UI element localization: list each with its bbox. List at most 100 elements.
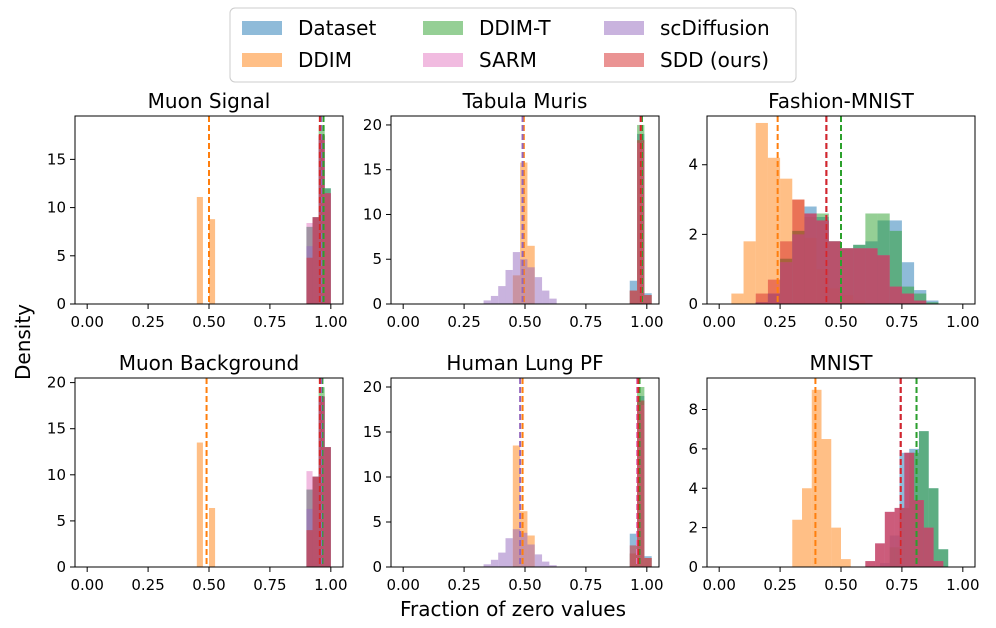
fashion-mnist-xtick-label-4: 1.00 [946,313,979,331]
panel-fashion-mnist: 0.00 0.25 0.50 0.75 1.00 0 2 4 Fashion-MNIST [688,89,979,331]
human-lung-pf-title: Human Lung PF [446,351,603,375]
fashion-mnist-xtick-label-3: 0.75 [885,313,918,331]
mnist-ddim-bar-2 [811,389,822,567]
muon-signal-ddim-bar-1 [209,219,216,304]
muon-signal-ytick-label-0: 0 [56,295,66,313]
muon-signal-xtick-label-1: 0.25 [131,313,164,331]
human-lung-pf-scdiffusion-bar-5 [520,532,528,567]
fashion-mnist-sdd-ours-bar-12 [901,293,915,304]
muon-background-title: Muon Background [119,351,300,375]
tabula-muris-xtick-label-4: 1.00 [630,313,663,331]
muon-signal-series-sdd-ours [306,135,331,304]
human-lung-pf-scdiffusion-bar-3 [505,538,513,567]
human-lung-pf-xtick-label-4: 1.00 [630,576,663,594]
tabula-muris-scdiffusion-bar-8 [542,290,550,304]
tabula-muris-scdiffusion-bar-1 [490,295,499,304]
mnist-ddim-t-bar-3 [918,431,929,567]
y-axis-label: Density [11,304,35,380]
human-lung-pf-scdiffusion-bar-1 [490,559,499,567]
tabula-muris-ytick-label-2: 10 [363,205,382,223]
muon-signal-ytick-label-3: 15 [47,150,66,168]
tabula-muris-scdiffusion-bar-0 [483,300,491,304]
legend-scdiffusion-swatch [604,21,644,35]
human-lung-pf-xtick-label-2: 0.50 [508,576,541,594]
legend-ddim-swatch [242,53,282,67]
fashion-mnist-sdd-ours-bar-10 [877,255,890,304]
mnist-ytick-label-2: 4 [688,479,698,497]
legend-frame [229,7,797,83]
panel-human-lung-pf: 0.00 0.25 0.50 0.75 1.00 0 5 10 15 20 Human Lung P… [363,351,664,594]
fashion-mnist-sdd-ours-bar-2 [780,241,793,304]
mnist-xtick-label-0: 0.00 [702,576,735,594]
tabula-muris-scdiffusion-bar-9 [549,298,557,304]
muon-background-xtick-label-1: 0.25 [131,576,164,594]
muon-background-ytick-label-0: 0 [56,558,66,576]
legend-scdiffusion-label: scDiffusion [660,16,770,40]
fashion-mnist-sdd-ours-bar-9 [865,248,878,304]
tabula-muris-sdd-ours-bar-1 [637,140,645,304]
mnist-sdd-ours-bar-1 [875,543,885,567]
human-lung-pf-ytick-label-0: 0 [372,558,382,576]
tabula-muris-xtick-label-2: 0.50 [508,313,541,331]
tabula-muris-xtick-label-1: 0.25 [447,313,480,331]
muon-background-series-ddim [196,442,216,567]
mnist-ytick-label-4: 8 [688,401,698,419]
tabula-muris-scdiffusion-bar-4 [512,252,521,304]
x-axis-label: Fraction of zero values [400,597,626,621]
muon-signal-title: Muon Signal [148,89,271,113]
mnist-sdd-ours-bar-7 [933,561,944,567]
mnist-ddim-bar-1 [802,488,812,567]
mnist-xtick-label-3: 0.75 [885,576,918,594]
fashion-mnist-ddim-bar-0 [731,293,744,304]
mnist-sdd-ours-bar-6 [923,527,934,567]
panel-muon-signal: 0.00 0.25 0.50 0.75 1.00 0 5 10 15 Muon Signal [47,89,348,331]
human-lung-pf-xtick-label-1: 0.25 [447,576,480,594]
legend-sdd-ours-label: SDD (ours) [660,48,769,72]
tabula-muris-ytick-label-4: 20 [363,116,382,134]
mnist-ddim-t-bar-5 [938,549,949,567]
muon-signal-series-ddim [196,196,216,304]
fashion-mnist-ytick-label-2: 4 [688,156,698,174]
tabula-muris-series-scdiffusion [483,252,557,304]
mnist-sdd-ours-bar-4 [904,452,915,567]
muon-signal-sdd-ours-bar-0 [306,257,313,304]
muon-signal-xtick-label-2: 0.50 [192,313,225,331]
legend-sarm-label: SARM [479,48,537,72]
tabula-muris-scdiffusion-bar-2 [498,286,506,304]
mnist-ytick-label-1: 2 [688,519,698,537]
tabula-muris-sdd-ours-bar-2 [644,295,652,304]
fashion-mnist-sdd-ours-bar-11 [889,286,902,304]
muon-signal-xtick-label-4: 1.00 [314,313,347,331]
legend-dataset-label: Dataset [298,16,376,40]
panel-muon-background: 0.00 0.25 0.50 0.75 1.00 0 5 10 15 20 Muon Backgro… [47,351,348,594]
fashion-mnist-sdd-ours-bar-7 [841,248,854,304]
muon-background-ddim-bar-1 [209,507,216,567]
human-lung-pf-ytick-label-2: 10 [363,468,382,486]
fashion-mnist-ytick-label-1: 2 [688,225,698,243]
human-lung-pf-ytick-label-4: 20 [363,378,382,396]
muon-background-xtick-label-3: 0.75 [253,576,286,594]
human-lung-pf-series-sdd-ours [629,400,652,567]
legend-dataset-swatch [242,21,282,35]
tabula-muris-xtick-label-0: 0.00 [386,313,419,331]
legend-sdd-ours-swatch [604,53,644,67]
legend-ddim-t-label: DDIM-T [479,16,551,40]
human-lung-pf-sdd-ours-bar-1 [637,400,645,567]
human-lung-pf-scdiffusion-bar-6 [527,544,535,567]
fashion-mnist-sdd-ours-bar-0 [755,293,768,304]
muon-signal-xtick-label-0: 0.00 [70,313,103,331]
muon-background-ytick-label-4: 20 [47,374,66,392]
panel-tabula-muris: 0.00 0.25 0.50 0.75 1.00 0 5 10 15 20 Tabula Muris [363,89,664,331]
tabula-muris-ytick-label-0: 0 [372,295,382,313]
human-lung-pf-ytick-label-1: 5 [372,513,382,531]
human-lung-pf-scdiffusion-bar-9 [549,565,557,567]
muon-background-ytick-label-3: 15 [47,420,66,438]
legend: Dataset DDIM DDIM-T SARM scDiffusion SDD (our… [229,7,797,83]
tabula-muris-sdd-ours-bar-0 [629,290,638,304]
tabula-muris-scdiffusion-bar-6 [527,267,535,304]
muon-background-xtick-label-4: 1.00 [314,576,347,594]
mnist-series-ddim [792,389,851,567]
fashion-mnist-ytick-label-0: 0 [688,295,698,313]
fashion-mnist-xtick-label-2: 0.50 [824,313,857,331]
